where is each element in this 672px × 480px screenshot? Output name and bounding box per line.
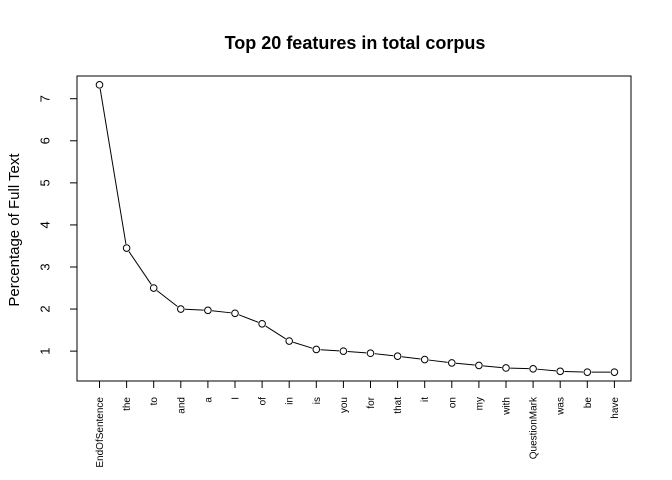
x-tick-label: have <box>610 397 621 419</box>
series-line-segment <box>455 362 475 366</box>
data-point <box>393 352 402 360</box>
x-tick-label: be <box>583 397 594 409</box>
x-tick-label: QuestionMark <box>529 396 540 459</box>
x-tick-label: EndOfSentence <box>95 397 106 468</box>
data-point <box>583 368 592 376</box>
plot-frame <box>76 75 632 382</box>
data-point <box>95 81 104 89</box>
y-tick-label: 7 <box>37 95 52 102</box>
data-point <box>366 349 375 358</box>
y-tick-label: 6 <box>37 137 52 144</box>
x-tick-label: was <box>556 397 567 416</box>
y-tick-label: 4 <box>37 221 52 228</box>
x-tick-label: my <box>474 397 485 410</box>
series-line-segment <box>537 368 557 372</box>
x-tick-label: for <box>366 396 377 408</box>
series-line-segment <box>238 314 259 323</box>
x-tick-label: in <box>285 397 296 405</box>
x-tick-label: with <box>502 397 513 416</box>
y-tick-label: 5 <box>37 179 52 186</box>
data-series <box>95 81 619 376</box>
y-tick-label: 1 <box>37 348 52 355</box>
data-point <box>204 306 212 315</box>
x-tick-label: it <box>420 397 431 402</box>
data-point <box>475 361 483 370</box>
data-point <box>610 368 619 376</box>
series-line-segment <box>320 349 340 352</box>
series-line-segment <box>184 308 204 311</box>
data-point <box>339 347 348 355</box>
data-point <box>285 337 294 345</box>
y-tick-label: 2 <box>37 305 52 312</box>
series-line-segment <box>293 341 313 349</box>
x-tick-label: I <box>231 397 242 400</box>
data-point <box>122 244 131 252</box>
x-tick-label: a <box>203 397 214 403</box>
data-point <box>258 319 266 328</box>
data-point <box>556 367 565 376</box>
y-tick-label: 3 <box>37 263 52 270</box>
data-point <box>149 284 158 292</box>
data-point <box>529 365 537 373</box>
data-point <box>420 355 429 364</box>
series-line-segment <box>212 310 231 314</box>
y-axis: 1 2 3 4 5 6 7 <box>37 95 78 355</box>
x-tick-label: is <box>312 397 323 404</box>
x-tick-label: the <box>122 397 133 411</box>
series-line-segment <box>401 356 421 360</box>
series-line-segment <box>564 370 584 373</box>
data-point <box>502 364 510 372</box>
y-axis-label: Percentage of Full Text <box>6 153 23 307</box>
chart-title: Top 20 features in total corpus <box>225 33 486 53</box>
series-line-segment <box>483 365 502 369</box>
x-tick-label: of <box>258 397 269 406</box>
series-line-segment <box>374 353 394 357</box>
x-tick-label: and <box>176 397 187 414</box>
x-tick-label: on <box>447 397 458 408</box>
series-line-segment <box>128 251 152 285</box>
series-line-segment <box>510 367 529 370</box>
series-line-segment <box>265 325 286 340</box>
x-tick-label: you <box>339 397 350 413</box>
x-tick-label: that <box>393 397 404 414</box>
x-tick-label: to <box>149 397 160 406</box>
data-point <box>177 305 185 313</box>
series-line-segment <box>156 290 178 307</box>
series-line-segment <box>428 359 448 363</box>
data-point <box>448 359 456 367</box>
data-point <box>312 345 321 354</box>
series-line-segment <box>347 350 367 354</box>
data-point <box>231 309 239 318</box>
series-line-segment <box>99 88 127 245</box>
